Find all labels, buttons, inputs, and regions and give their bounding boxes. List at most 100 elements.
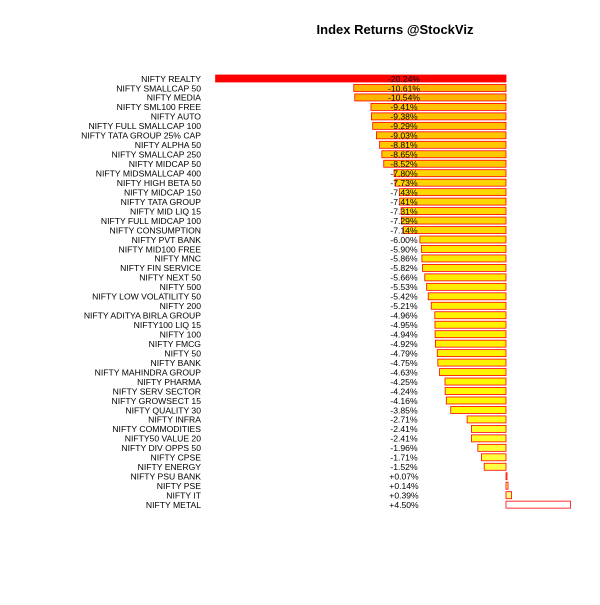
- bar: [434, 330, 507, 339]
- value-label: -10.61%: [388, 83, 420, 93]
- category-label: NIFTY FULL SMALLCAP 100: [88, 121, 201, 131]
- bar: [466, 415, 507, 424]
- value-label: -1.96%: [390, 443, 418, 453]
- bar: [434, 311, 507, 320]
- bar: [354, 93, 507, 102]
- bar: [379, 140, 507, 149]
- value-label: -4.92%: [390, 339, 418, 349]
- value-label: -8.65%: [390, 150, 418, 160]
- category-label: NIFTY METAL: [146, 500, 201, 510]
- value-label: +0.14%: [389, 481, 419, 491]
- bar: [505, 491, 512, 500]
- category-label: NIFTY MIDCAP 50: [129, 159, 201, 169]
- bar: [426, 282, 507, 291]
- category-label: NIFTY DIV OPPS 50: [121, 443, 201, 453]
- bar: [383, 159, 507, 168]
- value-label: -2.41%: [390, 424, 418, 434]
- value-label: -5.86%: [390, 254, 418, 264]
- category-label: NIFTY CONSUMPTION: [109, 225, 201, 235]
- bar: [505, 481, 509, 490]
- value-label: -9.03%: [390, 131, 418, 141]
- category-label: NIFTY FIN SERVICE: [120, 263, 201, 273]
- bar: [439, 368, 507, 376]
- bar: [370, 112, 507, 121]
- value-label: -7.29%: [390, 216, 418, 226]
- category-label: NIFTY BANK: [151, 358, 202, 368]
- value-label: -3.85%: [390, 405, 418, 415]
- bar: [381, 150, 507, 159]
- category-label: NIFTY SMALLCAP 50: [116, 83, 201, 93]
- bar: [505, 472, 508, 481]
- value-label: -4.96%: [390, 311, 418, 321]
- category-label: NIFTY PHARMA: [137, 377, 201, 387]
- bar: [422, 263, 507, 272]
- category-label: NIFTY MAHINDRA GROUP: [95, 367, 202, 377]
- value-label: -8.81%: [390, 140, 418, 150]
- category-label: NIFTY TATA GROUP 25% CAP: [81, 131, 201, 141]
- value-label: -9.29%: [390, 121, 418, 131]
- value-label: -7.73%: [390, 178, 418, 188]
- value-label: +0.39%: [389, 490, 419, 500]
- category-label: NIFTY LOW VOLATILITY 50: [92, 292, 201, 302]
- bar: [437, 358, 507, 367]
- value-label: -7.31%: [390, 206, 418, 216]
- category-label: NIFTY 100: [160, 329, 202, 339]
- bar: [434, 339, 507, 348]
- value-label: -7.43%: [390, 187, 418, 197]
- value-label: -5.82%: [390, 263, 418, 273]
- value-label: -1.71%: [390, 453, 418, 463]
- value-label: -4.94%: [390, 329, 418, 339]
- category-label: NIFTY MIDSMALLCAP 400: [96, 169, 201, 179]
- bar: [481, 453, 507, 462]
- category-label: NIFTY 500: [160, 282, 202, 292]
- value-label: -5.90%: [390, 244, 418, 254]
- category-label: NIFTY MIDCAP 150: [124, 187, 201, 197]
- category-label: NIFTY PSE: [157, 481, 202, 491]
- value-label: -7.14%: [390, 225, 418, 235]
- value-label: -5.66%: [390, 273, 418, 283]
- category-label: NIFTY AUTO: [151, 112, 202, 122]
- bar: [399, 197, 507, 206]
- bar: [400, 216, 507, 225]
- category-label: NIFTY GROWSECT 15: [112, 396, 202, 406]
- category-label: NIFTY MEDIA: [147, 93, 202, 103]
- category-label: NIFTY100 LIQ 15: [134, 320, 202, 330]
- bar: [353, 84, 507, 92]
- bar: [445, 396, 507, 405]
- bar: [394, 178, 507, 187]
- value-label: -2.41%: [390, 434, 418, 444]
- category-label: NIFTY PSU BANK: [130, 472, 201, 482]
- value-label: +4.50%: [389, 500, 419, 510]
- category-label: NIFTY50 VALUE 20: [125, 434, 201, 444]
- value-label: -5.21%: [390, 301, 418, 311]
- category-label: NIFTY TATA GROUP: [121, 197, 202, 207]
- category-label: NIFTY FMCG: [149, 339, 202, 349]
- value-label: -5.53%: [390, 282, 418, 292]
- bar: [505, 500, 571, 509]
- bar: [471, 424, 507, 433]
- bar: [420, 245, 507, 253]
- value-label: -4.79%: [390, 348, 418, 358]
- value-label: -2.71%: [390, 415, 418, 425]
- value-label: -5.42%: [390, 292, 418, 302]
- category-label: NIFTY ALPHA 50: [135, 140, 201, 150]
- value-label: -20.24%: [388, 74, 420, 84]
- bar: [398, 188, 507, 197]
- value-label: -7.80%: [390, 169, 418, 179]
- category-label: NIFTY QUALITY 30: [125, 405, 201, 415]
- category-label: NIFTY FULL MIDCAP 100: [101, 216, 201, 226]
- bar: [450, 406, 507, 414]
- bar: [372, 121, 507, 130]
- bar: [444, 387, 507, 395]
- category-label: NIFTY SMALLCAP 250: [112, 150, 202, 160]
- bar: [477, 443, 507, 452]
- bar: [370, 103, 507, 111]
- value-label: -4.63%: [390, 367, 418, 377]
- bar: [215, 74, 507, 83]
- chart-title: Index Returns @StockViz: [316, 22, 474, 37]
- category-label: NIFTY HIGH BETA 50: [117, 178, 201, 188]
- value-label: -4.75%: [390, 358, 418, 368]
- category-label: NIFTY ENERGY: [138, 462, 202, 472]
